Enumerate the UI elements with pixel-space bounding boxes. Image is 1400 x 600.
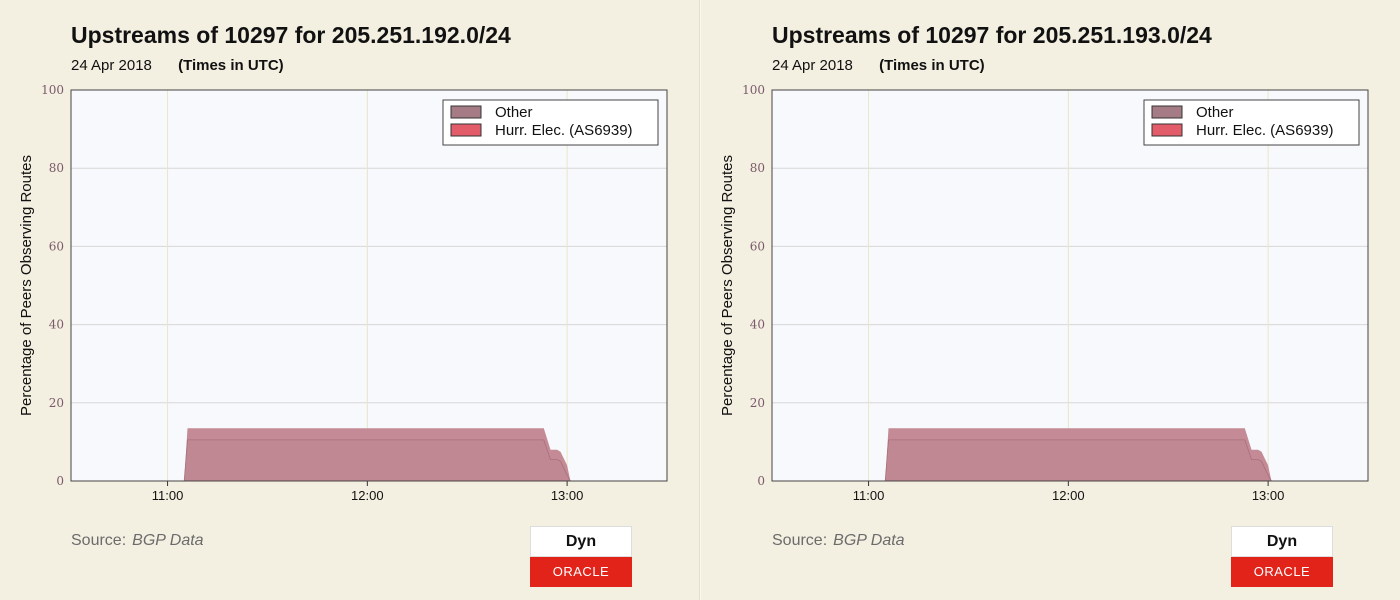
y-axis-label: Percentage of Peers Observing Routes — [719, 155, 736, 416]
legend-label-hurricane: Hurr. Elec. (AS6939) — [495, 122, 633, 139]
chart-title: Upstreams of 10297 for 205.251.193.0/24 — [772, 22, 1212, 48]
x-tick-label: 12:00 — [351, 488, 384, 503]
times-note: (Times in UTC) — [879, 57, 985, 74]
area-series-other — [885, 439, 1272, 481]
x-tick-label: 11:00 — [152, 488, 184, 503]
area-chart: 0 20 40 60 80 100 11:00 12:00 13:00 Percentage of… — [18, 83, 668, 503]
y-tick-label: 20 — [49, 396, 64, 410]
source-value: BGP Data — [132, 532, 204, 549]
y-tick-label: 100 — [742, 83, 765, 97]
y-tick-label: 80 — [750, 161, 765, 175]
dyn-logo-text: Dyn — [1231, 526, 1333, 557]
legend-label-other: Other — [495, 104, 533, 121]
chart-panel-2: Upstreams of 10297 for 205.251.193.0/24 … — [701, 0, 1400, 600]
legend-swatch-other — [1151, 105, 1183, 119]
chart-title: Upstreams of 10297 for 205.251.192.0/24 — [71, 22, 511, 48]
area-chart: 0 20 40 60 80 100 11:00 12:00 13:00 Percentage of… — [719, 83, 1369, 503]
chart-date: 24 Apr 2018 — [772, 57, 853, 74]
plot-frame — [70, 89, 668, 482]
plot-frame — [771, 89, 1369, 482]
area-series-hurricane-electric — [885, 428, 1272, 481]
dyn-oracle-logo: Dyn ORACLE — [530, 526, 632, 587]
y-tick-label: 40 — [49, 318, 64, 332]
area-series-hurricane-electric — [184, 428, 571, 481]
y-tick-label: 0 — [757, 474, 765, 488]
plot-area — [71, 90, 667, 481]
panel-divider — [699, 0, 701, 600]
oracle-logo-text: ORACLE — [1231, 557, 1333, 587]
chart-subtitle: 24 Apr 2018 (Times in UTC) — [772, 57, 985, 74]
y-tick-label: 0 — [56, 474, 64, 488]
legend-label-other: Other — [1196, 104, 1234, 121]
x-tick-label: 13:00 — [1252, 488, 1285, 503]
x-tick-label: 13:00 — [551, 488, 584, 503]
y-tick-label: 60 — [750, 239, 765, 253]
chart-subtitle: 24 Apr 2018 (Times in UTC) — [71, 57, 284, 74]
source-label: Source: — [71, 532, 127, 549]
series-boundary-line — [183, 439, 571, 482]
source-note: Source: BGP Data — [772, 532, 905, 550]
y-tick-label: 80 — [49, 161, 64, 175]
plot-area — [772, 90, 1368, 481]
oracle-logo-text: ORACLE — [530, 557, 632, 587]
times-note: (Times in UTC) — [178, 57, 284, 74]
source-value: BGP Data — [833, 532, 905, 549]
source-note: Source: BGP Data — [71, 532, 204, 550]
legend-swatch-hurricane — [450, 123, 482, 137]
source-label: Source: — [772, 532, 828, 549]
y-axis-label: Percentage of Peers Observing Routes — [18, 155, 35, 416]
legend-swatch-hurricane — [1151, 123, 1183, 137]
chart-panel-1: Upstreams of 10297 for 205.251.192.0/24 … — [0, 0, 699, 600]
legend-swatch-other — [450, 105, 482, 119]
series-boundary-line — [884, 439, 1272, 482]
area-series-other — [184, 439, 571, 481]
legend-label-hurricane: Hurr. Elec. (AS6939) — [1196, 122, 1334, 139]
dyn-logo-text: Dyn — [530, 526, 632, 557]
y-tick-label: 40 — [750, 318, 765, 332]
y-tick-label: 60 — [49, 239, 64, 253]
chart-date: 24 Apr 2018 — [71, 57, 152, 74]
x-tick-label: 11:00 — [853, 488, 885, 503]
x-tick-label: 12:00 — [1052, 488, 1085, 503]
dyn-oracle-logo: Dyn ORACLE — [1231, 526, 1333, 587]
y-tick-label: 100 — [41, 83, 64, 97]
y-tick-label: 20 — [750, 396, 765, 410]
